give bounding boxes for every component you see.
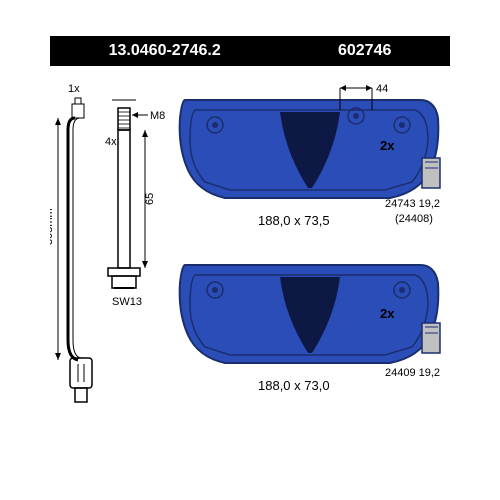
- bolt-thread-label: M8: [150, 110, 165, 122]
- technical-diagram: 305mm 1x 65: [50, 70, 450, 460]
- pad-top-qty: 2x: [380, 138, 395, 153]
- part-number: 13.0460-2746.2: [109, 42, 221, 60]
- sensor-length-label: 305mm: [50, 208, 55, 245]
- hole-distance: 44: [376, 83, 388, 95]
- bolt-hex-label: SW13: [112, 296, 142, 308]
- bolt-qty: 4x: [105, 136, 117, 148]
- pad-bottom-qty: 2x: [380, 306, 395, 321]
- short-code: 602746: [338, 42, 391, 60]
- pad-top-code: 24743 19,2: [385, 198, 440, 210]
- bolt-assembly: 65 M8 SW13 4x: [105, 100, 165, 308]
- pad-bottom-dimensions: 188,0 x 73,0: [258, 378, 330, 393]
- header-bar: 13.0460-2746.2 602746: [50, 36, 450, 66]
- wear-sensor: 305mm 1x: [50, 83, 92, 402]
- pad-top-code-alt: (24408): [395, 213, 433, 225]
- pad-bottom-code: 24409 19,2: [385, 367, 440, 379]
- sensor-qty: 1x: [68, 83, 80, 95]
- pad-top-dimensions: 188,0 x 73,5: [258, 213, 330, 228]
- bolt-shaft-length: 65: [144, 193, 156, 205]
